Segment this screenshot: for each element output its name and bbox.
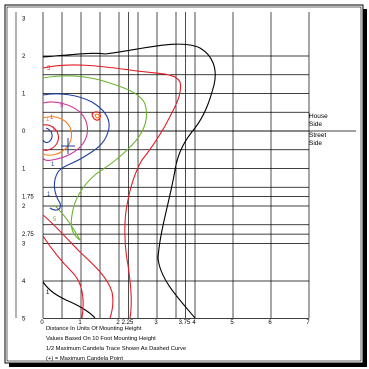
house-side-label-line1: House: [309, 113, 328, 120]
x-tick-label: 5: [230, 320, 234, 326]
x-tick-label: 3.75: [179, 320, 191, 326]
y-tick-label: 0: [22, 129, 26, 135]
contour-level-label: 1: [46, 290, 50, 296]
contour-level-label: 1: [46, 117, 50, 123]
note-distance-units: Distance In Units Of Mounting Height: [46, 326, 142, 332]
isofootcandle-trace: [42, 235, 84, 319]
x-tick-label: 3: [154, 320, 158, 326]
isofootcandle-trace: [42, 124, 59, 151]
isofootcandle-trace: [42, 75, 148, 241]
y-tick-label: 1: [22, 167, 26, 173]
contour-level-label: 5: [53, 217, 57, 223]
isofootcandle-trace: [94, 113, 100, 119]
x-tick-label: 0: [40, 320, 44, 326]
contour-level-label: 1: [52, 127, 56, 133]
isofootcandle-trace: [42, 101, 89, 161]
y-tick-label: 2: [22, 54, 26, 60]
contour-level-label: 1: [50, 115, 54, 121]
x-tick-label: 2: [116, 320, 120, 326]
isofootcandle-trace: [42, 214, 114, 319]
street-side-label-line1: Street: [309, 132, 327, 139]
isofootcandle-trace: [42, 43, 216, 319]
isofootcandle-trace: [42, 281, 96, 319]
isofootcandle-trace: [53, 204, 81, 241]
y-tick-label: 2: [22, 204, 26, 210]
y-tick-label: 4: [22, 279, 26, 285]
chart-grid: [15, 12, 356, 319]
note-mounting-height: Values Based On 10 Foot Mounting Height: [46, 336, 156, 342]
isofootcandle-trace: [42, 64, 182, 319]
y-tick-label: 3: [22, 242, 26, 248]
isofootcandle-trace: [91, 111, 101, 121]
isofootcandle-trace: [42, 116, 73, 156]
contour-level-label: 1: [51, 162, 55, 168]
contour-level-label: 5: [47, 66, 51, 72]
y-tick-label: 1: [22, 92, 26, 98]
y-tick-label: 2.75: [22, 232, 34, 238]
isofootcandle-trace: [42, 127, 53, 144]
x-axis-tick-labels: 0 1 2 2.25 3 3.75 4 5 6 7: [40, 320, 310, 326]
note-dashed-curve: 1/2 Maximum Candela Trace Shown As Dashe…: [46, 346, 186, 352]
y-axis-tick-labels: 3 2 1 0 1 1.75 2 2.75 3 4 5: [22, 17, 34, 323]
x-tick-label: 4: [192, 320, 196, 326]
x-tick-label: 6: [268, 320, 272, 326]
y-tick-label: 1.75: [22, 195, 34, 201]
y-tick-label: 3: [22, 17, 26, 23]
note-max-candela-point: (+) = Maximum Candela Point: [46, 356, 123, 362]
x-tick-label: 7: [306, 320, 310, 326]
isofootcandle-trace: [42, 93, 110, 211]
x-tick-label: 1: [78, 320, 82, 326]
house-side-label-line2: Side: [309, 121, 322, 128]
street-side-label-line2: Side: [309, 140, 322, 147]
contour-level-label: 1: [47, 192, 51, 198]
isofootcandle-contours: [42, 43, 216, 319]
x-tick-label: 2.25: [122, 320, 134, 326]
contour-level-label: 5: [60, 103, 64, 109]
y-tick-label: 5: [22, 317, 26, 323]
